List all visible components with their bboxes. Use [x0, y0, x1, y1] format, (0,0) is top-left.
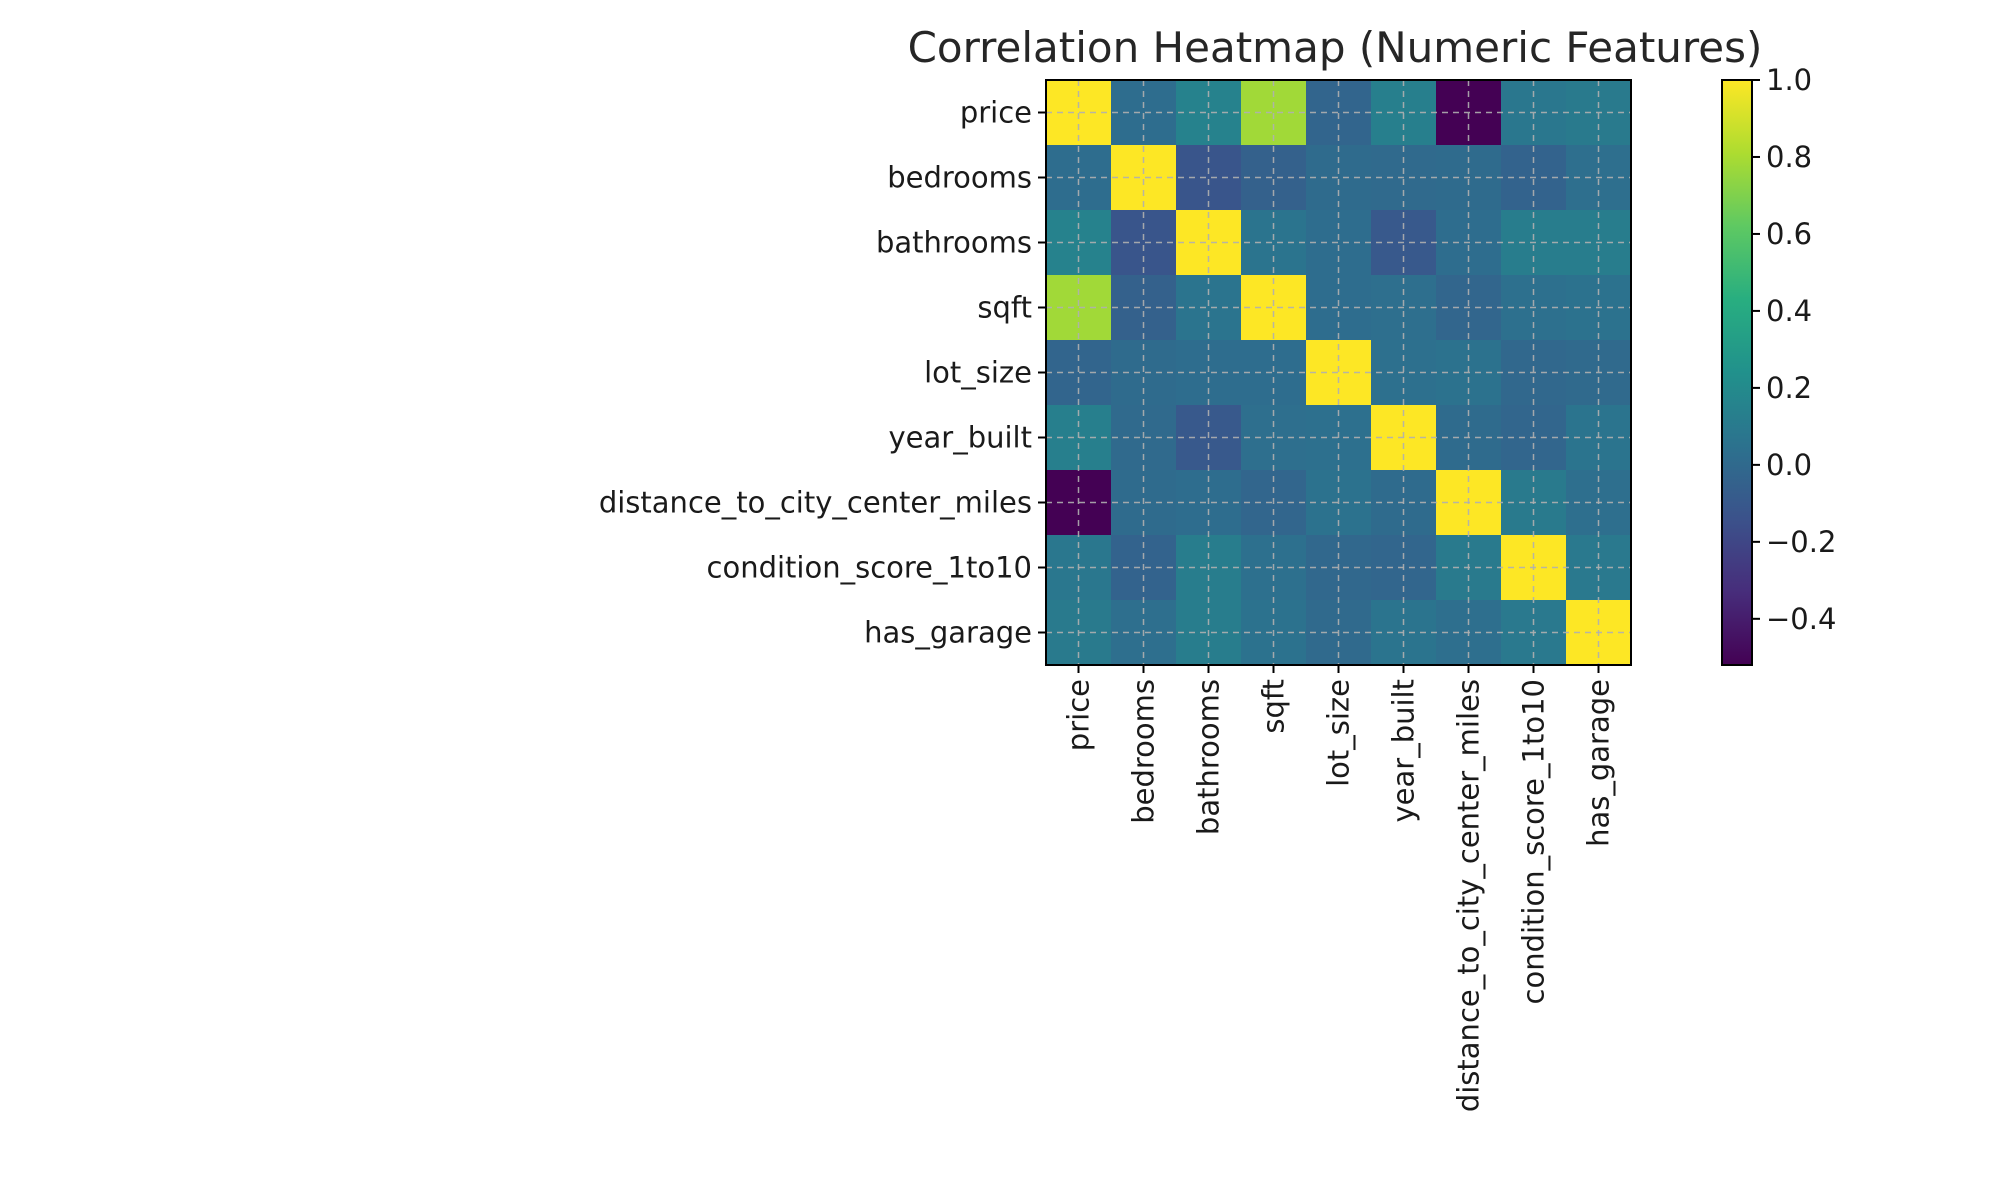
- heatmap-cell-0-2: [1176, 80, 1242, 146]
- colorbar-tick-label: −0.2: [1766, 525, 1836, 559]
- y-tick-label-sqft: sqft: [977, 291, 1032, 325]
- colorbar-tick-label: 0.4: [1766, 294, 1812, 328]
- y-tick-label-year_built: year_built: [889, 421, 1032, 455]
- x-tick-label-sqft: sqft: [1257, 679, 1291, 734]
- y-tick-label-bathrooms: bathrooms: [876, 226, 1032, 260]
- heatmap-cell-4-4: [1306, 340, 1372, 406]
- colorbar-tick-label: 0.0: [1766, 448, 1812, 482]
- y-tick-label-has_garage: has_garage: [864, 616, 1032, 650]
- colorbar-tick-label: 1.0: [1766, 63, 1812, 97]
- y-tick-label-price: price: [960, 96, 1032, 130]
- heatmap-cell-1-3: [1241, 145, 1307, 211]
- colorbar: 1.0 0.8 0.6 0.4 0.2 0.0 −0.2 −0.4: [1721, 63, 1836, 666]
- heatmap-cell-1-1: [1111, 145, 1177, 211]
- heatmap-cell-0-3: [1241, 80, 1307, 146]
- heatmap-cell-0-0: [1046, 80, 1112, 146]
- colorbar-gradient: [1722, 80, 1752, 665]
- heatmap-cell-0-1: [1111, 80, 1177, 146]
- heatmap-cell-4-0: [1046, 340, 1112, 406]
- x-tick-label-condition_score_1to10: condition_score_1to10: [1517, 679, 1551, 1004]
- y-tick-label-lot_size: lot_size: [924, 356, 1032, 390]
- heatmap-cell-3-0: [1046, 275, 1112, 341]
- x-tick-label-year_built: year_built: [1387, 679, 1421, 822]
- heatmap-cell-2-2: [1176, 210, 1242, 276]
- heatmap-cell-1-4: [1306, 145, 1372, 211]
- x-tick-label-bathrooms: bathrooms: [1192, 679, 1226, 835]
- y-tick-labels: price bedrooms bathrooms sqft lot_size year_b…: [599, 96, 1032, 650]
- heatmap-axes: [1038, 79, 1632, 673]
- heatmap-cell-2-1: [1111, 210, 1177, 276]
- heatmap-cell-3-2: [1176, 275, 1242, 341]
- colorbar-tick-label: 0.8: [1766, 140, 1812, 174]
- x-tick-label-distance_to_city_center_miles: distance_to_city_center_miles: [1452, 679, 1486, 1112]
- chart-title: Correlation Heatmap (Numeric Features): [908, 23, 1763, 72]
- heatmap-cell-2-4: [1306, 210, 1372, 276]
- heatmap-cell-1-2: [1176, 145, 1242, 211]
- colorbar-tick-label: 0.2: [1766, 371, 1812, 405]
- x-tick-labels: price bedrooms bathrooms sqft lot_size year_b…: [1062, 679, 1616, 1112]
- heatmap-cell-3-1: [1111, 275, 1177, 341]
- x-tick-label-has_garage: has_garage: [1582, 679, 1616, 847]
- colorbar-frame: [1721, 79, 1753, 666]
- x-tick-label-lot_size: lot_size: [1322, 679, 1356, 787]
- heatmap-grid: [1046, 80, 1631, 665]
- heatmap-cell-2-0: [1046, 210, 1112, 276]
- heatmap-cell-0-4: [1306, 80, 1372, 146]
- x-tick-label-price: price: [1062, 679, 1096, 751]
- y-tick-label-distance_to_city_center_miles: distance_to_city_center_miles: [599, 486, 1032, 520]
- x-tick-label-bedrooms: bedrooms: [1127, 679, 1161, 824]
- colorbar-tick-label: −0.4: [1766, 602, 1836, 636]
- heatmap-cell-4-3: [1241, 340, 1307, 406]
- y-tick-label-bedrooms: bedrooms: [887, 161, 1032, 195]
- heatmap-cell-2-3: [1241, 210, 1307, 276]
- heatmap-cell-4-2: [1176, 340, 1242, 406]
- heatmap-cell-3-3: [1241, 275, 1307, 341]
- heatmap-cell-4-1: [1111, 340, 1177, 406]
- y-tick-label-condition_score_1to10: condition_score_1to10: [707, 551, 1032, 585]
- heatmap-cell-3-4: [1306, 275, 1372, 341]
- heatmap-cell-1-0: [1046, 145, 1112, 211]
- colorbar-tick-label: 0.6: [1766, 217, 1812, 251]
